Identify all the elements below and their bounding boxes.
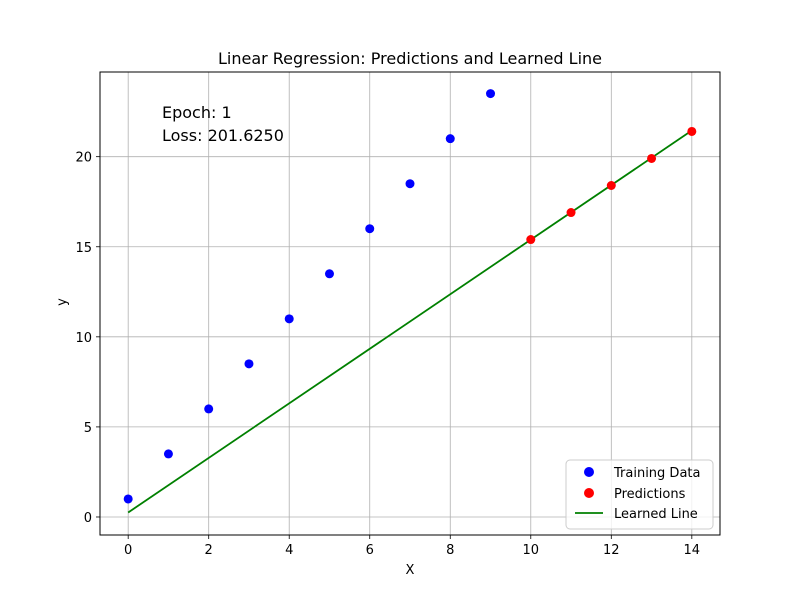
axis-ticks: 0 2 4 6 8 10 12 14 0 5 10 15 20 — [75, 151, 700, 558]
x-tick-label: 8 — [446, 543, 454, 558]
x-axis-label: X — [406, 563, 415, 578]
training-data-point — [163, 449, 173, 459]
predictions-point — [526, 235, 536, 245]
y-tick-label: 0 — [84, 511, 92, 526]
y-tick-label: 5 — [84, 421, 92, 436]
point-layer — [123, 89, 697, 504]
predictions-point — [687, 126, 697, 136]
y-tick-label: 10 — [75, 331, 92, 346]
training-data-point — [405, 179, 415, 189]
grid — [100, 72, 720, 535]
x-tick-label: 0 — [124, 543, 132, 558]
x-tick-label: 6 — [366, 543, 374, 558]
y-tick-label: 15 — [75, 241, 92, 256]
loss-annotation: Loss: 201.6250 — [162, 126, 284, 145]
legend-swatch-predictions — [584, 488, 594, 498]
line-layer — [127, 129, 693, 514]
predictions-point — [566, 208, 576, 218]
legend-label-training-data: Training Data — [613, 466, 700, 481]
x-tick-label: 14 — [684, 543, 701, 558]
x-tick-label: 10 — [523, 543, 540, 558]
learned-line-series — [127, 129, 693, 514]
chart-title: Linear Regression: Predictions and Learn… — [218, 49, 602, 68]
legend-label-predictions: Predictions — [614, 487, 686, 502]
predictions-point — [647, 153, 657, 163]
x-tick-label: 4 — [285, 543, 293, 558]
legend: Training Data Predictions Learned Line — [565, 459, 714, 530]
plot-frame — [99, 71, 721, 536]
legend-swatch-training-data — [584, 467, 594, 477]
training-data-point — [284, 314, 294, 324]
x-tick-label: 12 — [603, 543, 620, 558]
x-tick-label: 2 — [205, 543, 213, 558]
legend-frame — [565, 459, 714, 530]
training-data-point — [445, 134, 455, 144]
training-data-point — [365, 224, 375, 234]
training-data-point — [244, 359, 254, 369]
training-data-point — [486, 89, 496, 99]
epoch-annotation: Epoch: 1 — [162, 103, 232, 122]
y-axis-label: y — [55, 298, 70, 306]
y-tick-label: 20 — [75, 151, 92, 166]
training-data-point — [123, 494, 133, 504]
legend-label-learned-line: Learned Line — [614, 507, 698, 522]
predictions-point — [606, 180, 616, 190]
training-data-point — [204, 404, 214, 414]
training-data-point — [324, 269, 334, 279]
